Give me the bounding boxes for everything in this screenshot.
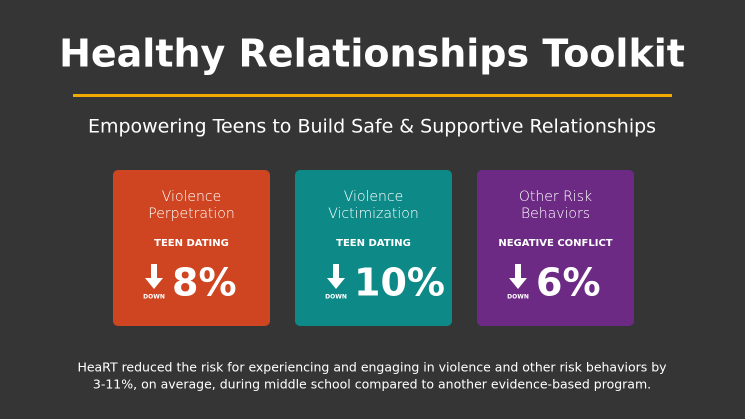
card-title: Violence xyxy=(344,189,403,205)
card-title: Victimization xyxy=(328,206,419,222)
value: 10% xyxy=(354,261,445,305)
card-label: TEEN DATING xyxy=(336,238,411,249)
card-label: NEGATIVE CONFLICT xyxy=(498,238,612,249)
card xyxy=(295,170,452,326)
down-arrow xyxy=(509,264,527,289)
card-label: TEEN DATING xyxy=(154,238,229,249)
subtitle: Empowering Teens to Build Safe & Support… xyxy=(88,116,656,138)
card-title: Behaviors xyxy=(521,206,590,222)
divider xyxy=(73,94,672,97)
card-title: Other Risk xyxy=(519,189,592,205)
value: 8% xyxy=(172,261,237,305)
footer-line: HeaRT reduced the risk for experiencing … xyxy=(77,360,667,375)
down-arrow xyxy=(327,264,345,289)
direction: DOWN xyxy=(143,294,165,301)
card-title: Violence xyxy=(162,189,221,205)
footer-line: 3-11%, on average, during middle school … xyxy=(93,377,651,392)
card-title: Perpetration xyxy=(148,206,234,222)
down-arrow xyxy=(145,264,163,289)
direction: DOWN xyxy=(507,294,529,301)
value: 6% xyxy=(536,261,601,305)
title: Healthy Relationships Toolkit xyxy=(59,32,685,76)
direction: DOWN xyxy=(325,294,347,301)
card xyxy=(477,170,634,326)
card xyxy=(113,170,270,326)
